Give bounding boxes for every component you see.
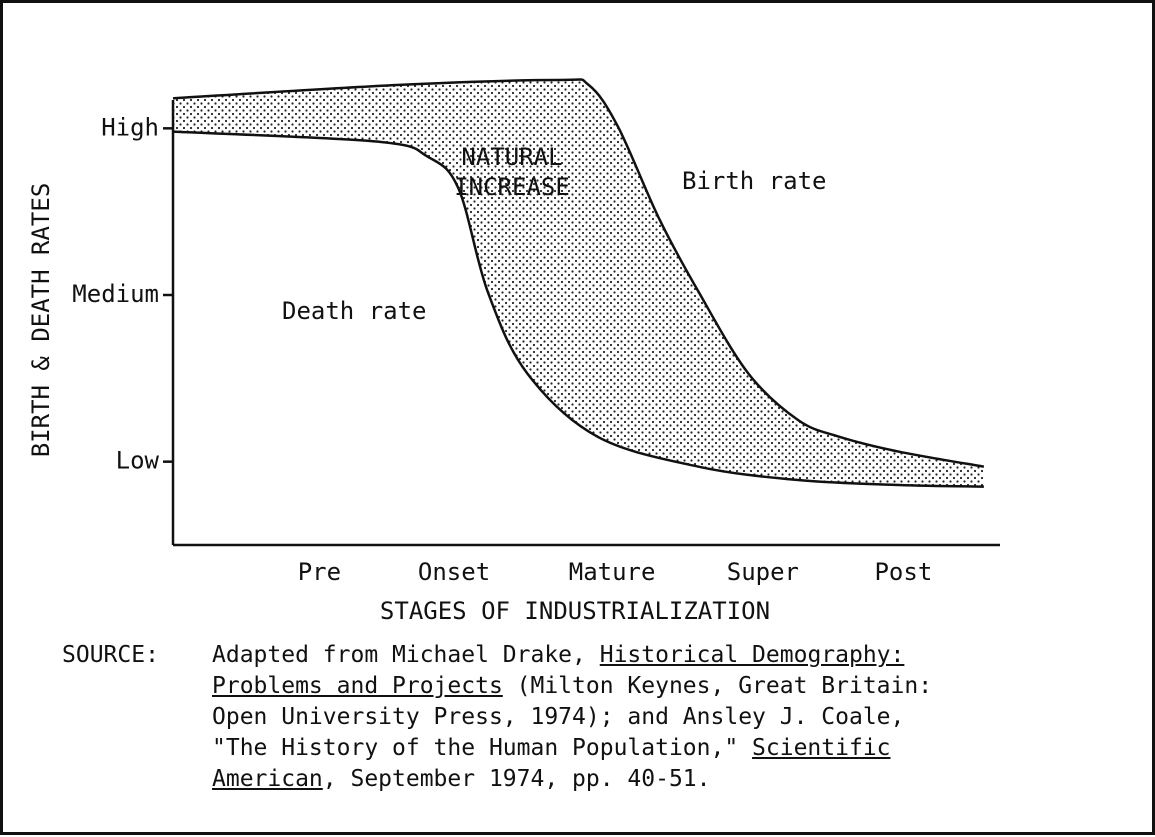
annotation: NATURAL [461, 143, 562, 171]
source-segment: , September 1974, pp. 40-51. [322, 766, 711, 792]
source-segment: (Milton Keynes, Great Britain: [502, 673, 933, 699]
natural-increase-area [173, 79, 984, 487]
series-label: Birth rate [682, 167, 827, 195]
rate-line [172, 78, 985, 468]
source-segment: Adapted from Michael Drake, [212, 642, 600, 668]
source-line: Open University Press, 1974); and Ansley… [212, 702, 932, 733]
source-segment: Scientific [752, 735, 891, 761]
source-line: Adapted from Michael Drake, Historical D… [212, 640, 932, 671]
x-tick-label: Post [874, 558, 932, 586]
source-line: "The History of the Human Population," S… [212, 733, 932, 764]
source-segment: Historical Demography: [599, 642, 905, 668]
source-segment: American [212, 766, 323, 792]
source-label: SOURCE: [62, 642, 159, 668]
source-text: Adapted from Michael Drake, Historical D… [212, 640, 932, 795]
x-axis-label: STAGES OF INDUSTRIALIZATION [380, 597, 770, 620]
x-tick-label: Super [727, 558, 799, 586]
y-tick-label: Low [116, 447, 160, 475]
source-line: American, September 1974, pp. 40-51. [212, 764, 932, 795]
source-segment: Problems and Projects [212, 673, 503, 699]
x-tick-label: Mature [569, 558, 656, 586]
source-segment: Open University Press, 1974); and Ansley… [212, 704, 905, 730]
source-note: SOURCE: Adapted from Michael Drake, Hist… [62, 640, 932, 795]
source-segment: "The History of the Human Population," [212, 735, 753, 761]
chart: BIRTH & DEATH RATES STAGES OF INDUSTRIAL… [27, 78, 1000, 620]
x-tick-label: Onset [418, 558, 490, 586]
series-label: Death rate [282, 297, 427, 325]
annotation: INCREASE [454, 173, 570, 201]
y-tick-label: High [101, 113, 159, 141]
x-tick-label: Pre [298, 558, 341, 586]
source-line: Problems and Projects (Milton Keynes, Gr… [212, 671, 932, 702]
y-axis-label: BIRTH & DEATH RATES [27, 183, 55, 458]
y-tick-label: Medium [72, 280, 159, 308]
rate-line [172, 130, 984, 488]
